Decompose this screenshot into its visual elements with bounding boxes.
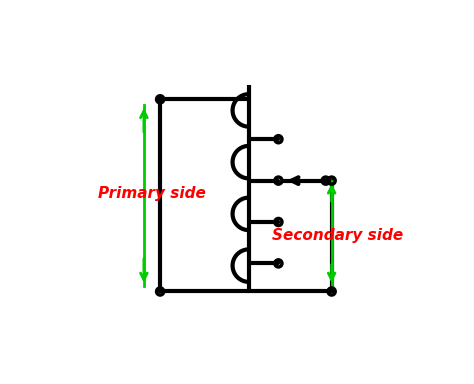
Text: Primary side: Primary side xyxy=(98,186,206,202)
Text: Secondary side: Secondary side xyxy=(273,228,404,243)
